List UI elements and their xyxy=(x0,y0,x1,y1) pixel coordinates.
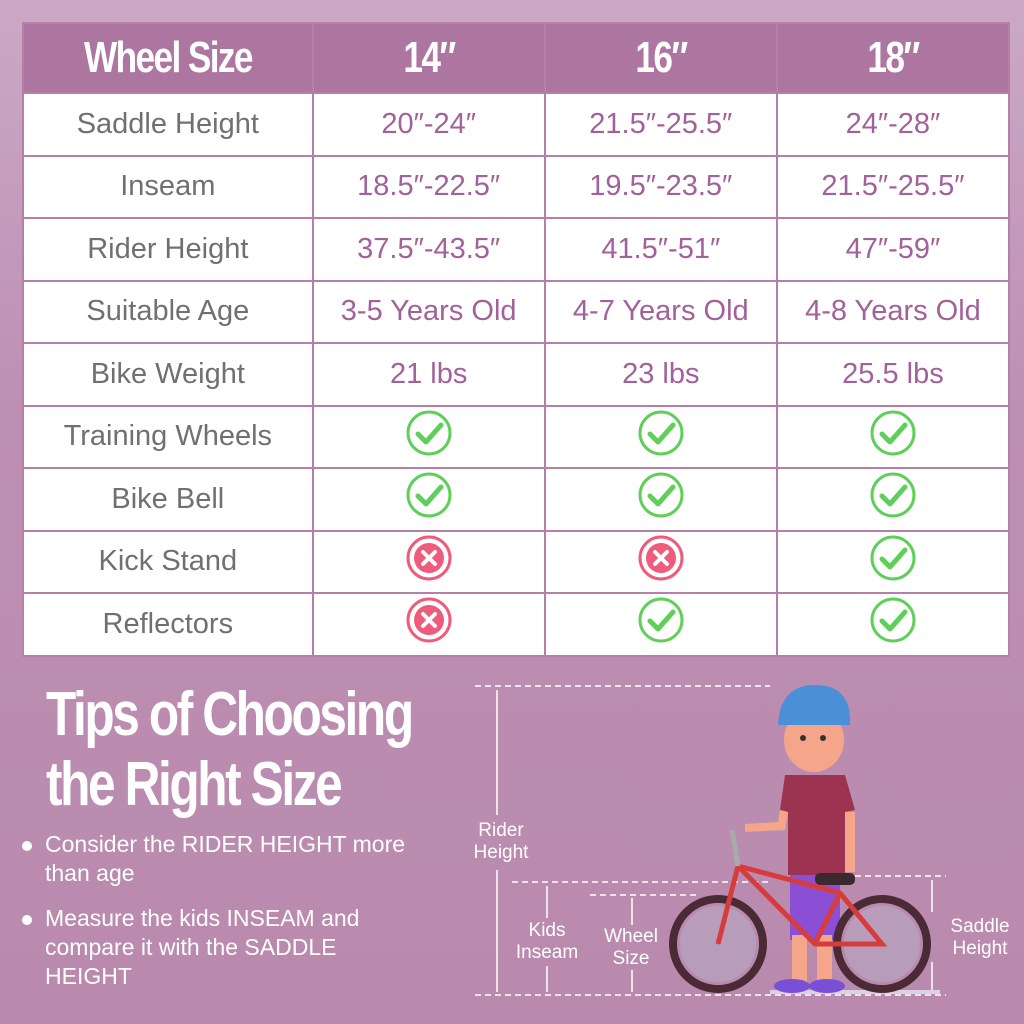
row-label: Suitable Age xyxy=(22,279,314,344)
row-label: Bike Weight xyxy=(22,342,314,407)
cross-icon xyxy=(638,535,684,581)
table-row: Suitable Age 3-5 Years Old 4-7 Years Old 4-… xyxy=(22,279,1011,344)
measure-arrows xyxy=(496,690,933,992)
row-label: Kick Stand xyxy=(22,529,314,594)
row-label: Inseam xyxy=(22,154,314,219)
cell-icon xyxy=(775,467,1011,532)
cell-value: 25.5 lbs xyxy=(775,342,1011,407)
cell-icon xyxy=(311,404,546,469)
cell-value: 21.5″-25.5″ xyxy=(543,92,778,157)
header-text: 16″ xyxy=(635,33,688,82)
cell-value: 23 lbs xyxy=(543,342,778,407)
table-row: Rider Height 37.5″-43.5″ 41.5″-51″ 47″-59″ xyxy=(22,217,1011,282)
header-14: 14″ xyxy=(311,22,546,94)
cell-icon xyxy=(775,529,1011,594)
cell-value: 3-5 Years Old xyxy=(311,279,546,344)
row-label: Bike Bell xyxy=(22,467,314,532)
checkmark-icon xyxy=(406,472,452,518)
checkmark-icon xyxy=(870,535,916,581)
tips-title: Tips of Choosing the Right Size xyxy=(46,680,503,820)
checkmark-icon xyxy=(870,410,916,456)
cross-icon xyxy=(406,597,452,643)
table-row: Kick Stand xyxy=(22,529,1011,594)
cell-value: 4-8 Years Old xyxy=(775,279,1011,344)
checkmark-icon xyxy=(638,472,684,518)
cell-icon xyxy=(311,529,546,594)
row-label: Training Wheels xyxy=(22,404,314,469)
checkmark-icon xyxy=(870,472,916,518)
tips-list: Consider the RIDER HEIGHT more than age … xyxy=(22,830,422,1007)
table-row: Bike Weight 21 lbs 23 lbs 25.5 lbs xyxy=(22,342,1011,407)
cell-icon xyxy=(311,467,546,532)
table-row: Inseam 18.5″-22.5″ 19.5″-23.5″ 21.5″-25.5″ xyxy=(22,154,1011,219)
cell-value: 41.5″-51″ xyxy=(543,217,778,282)
cell-value: 21.5″-25.5″ xyxy=(775,154,1011,219)
cell-icon xyxy=(775,592,1011,657)
header-wheel-size: Wheel Size xyxy=(22,22,314,94)
cell-icon xyxy=(543,467,778,532)
tips-title-line1: Tips of Choosing xyxy=(46,680,414,749)
cell-value: 19.5″-23.5″ xyxy=(543,154,778,219)
bicycle xyxy=(669,829,931,993)
cell-icon xyxy=(543,404,778,469)
table-row: Reflectors xyxy=(22,592,1011,657)
tip-item: Consider the RIDER HEIGHT more than age xyxy=(22,830,422,888)
size-chart-table: Wheel Size 14″ 16″ 18″ Saddle Height 20″-… xyxy=(22,22,1011,657)
cell-value: 24″-28″ xyxy=(775,92,1011,157)
checkmark-icon xyxy=(406,410,452,456)
header-row: Wheel Size 14″ 16″ 18″ xyxy=(22,22,1011,94)
cell-value: 21 lbs xyxy=(311,342,546,407)
checkmark-icon xyxy=(638,410,684,456)
tip-item: Measure the kids INSEAM and compare it w… xyxy=(22,904,422,991)
header-18: 18″ xyxy=(775,22,1011,94)
row-label: Saddle Height xyxy=(22,92,314,157)
kids-inseam-label: Kids Inseam xyxy=(515,920,579,963)
table-row: Bike Bell xyxy=(22,467,1011,532)
row-label: Rider Height xyxy=(22,217,314,282)
cell-icon xyxy=(543,529,778,594)
header-text: Wheel Size xyxy=(83,33,253,82)
cell-value: 20″-24″ xyxy=(311,92,546,157)
cell-value: 4-7 Years Old xyxy=(543,279,778,344)
checkmark-icon xyxy=(638,597,684,643)
header-text: 18″ xyxy=(867,33,920,82)
cell-value: 37.5″-43.5″ xyxy=(311,217,546,282)
tips-title-line2: the Right Size xyxy=(46,750,343,819)
row-label: Reflectors xyxy=(22,592,314,657)
saddle-height-label: Saddle Height xyxy=(950,916,1010,959)
cell-icon xyxy=(775,404,1011,469)
rider-height-label: Rider Height xyxy=(473,820,529,863)
header-16: 16″ xyxy=(543,22,778,94)
cross-icon xyxy=(406,535,452,581)
cell-value: 47″-59″ xyxy=(775,217,1011,282)
cell-icon xyxy=(311,592,546,657)
cell-icon xyxy=(543,592,778,657)
cell-value: 18.5″-22.5″ xyxy=(311,154,546,219)
wheel-size-label: Wheel Size xyxy=(604,926,658,969)
header-text: 14″ xyxy=(403,33,456,82)
checkmark-icon xyxy=(870,597,916,643)
table-row: Saddle Height 20″-24″ 21.5″-25.5″ 24″-28″ xyxy=(22,92,1011,157)
table-row: Training Wheels xyxy=(22,404,1011,469)
